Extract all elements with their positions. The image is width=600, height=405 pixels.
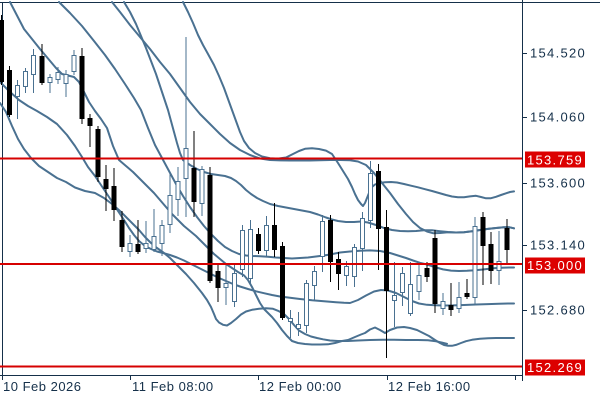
- svg-text:11 Feb 08:00: 11 Feb 08:00: [132, 379, 214, 394]
- svg-text:153.759: 153.759: [527, 152, 583, 167]
- svg-text:153.140: 153.140: [530, 238, 586, 253]
- svg-text:12 Feb 16:00: 12 Feb 16:00: [388, 379, 471, 394]
- svg-text:12 Feb 00:00: 12 Feb 00:00: [259, 379, 342, 394]
- svg-text:153.600: 153.600: [530, 176, 586, 191]
- svg-text:10 Feb 2026: 10 Feb 2026: [3, 379, 82, 394]
- svg-text:153.000: 153.000: [527, 258, 583, 273]
- svg-text:154.520: 154.520: [530, 46, 586, 61]
- svg-text:152.680: 152.680: [530, 303, 586, 318]
- svg-text:154.060: 154.060: [530, 110, 586, 125]
- svg-text:152.269: 152.269: [527, 360, 583, 375]
